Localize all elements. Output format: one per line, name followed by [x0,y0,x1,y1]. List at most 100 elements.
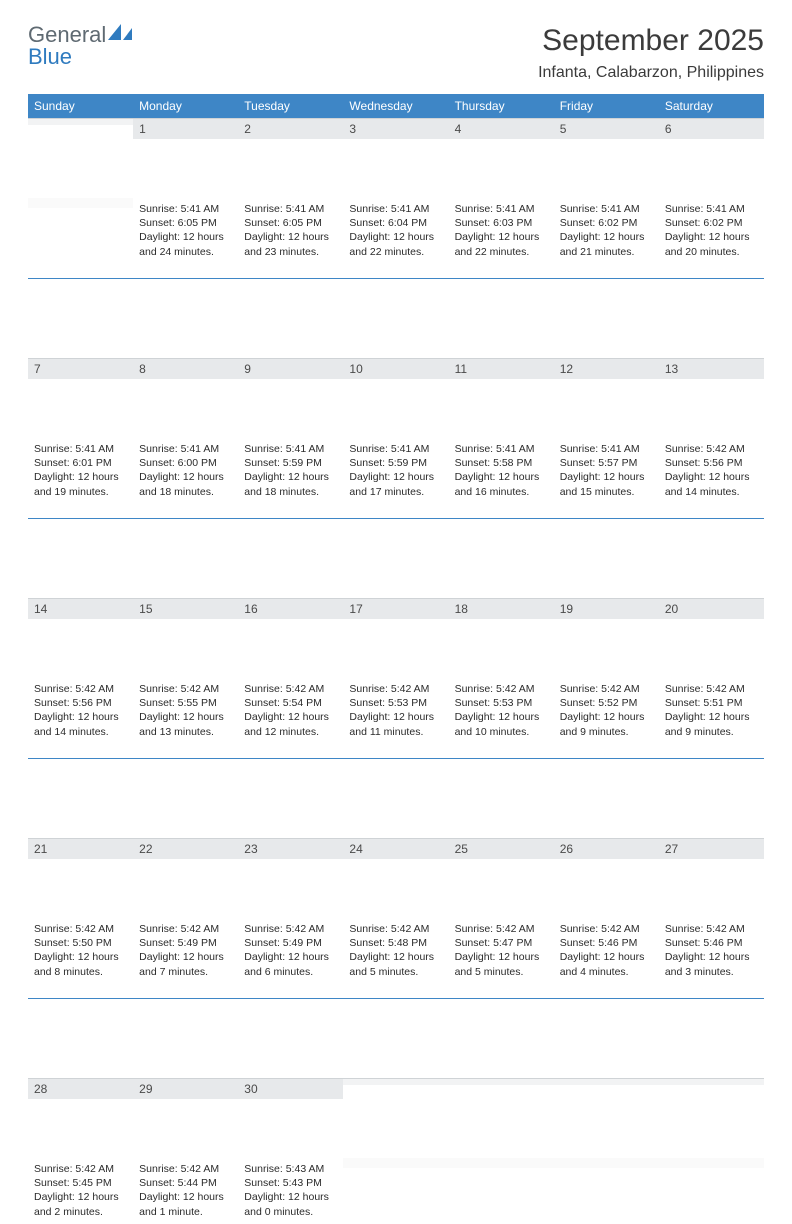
sun-line: Sunset: 5:54 PM [244,696,337,710]
weekday-header-row: Sunday Monday Tuesday Wednesday Thursday… [28,94,764,118]
week-row: Sunrise: 5:42 AMSunset: 5:45 PMDaylight:… [28,1158,764,1224]
sun-line: Daylight: 12 hours [349,230,442,244]
day-cell: Sunrise: 5:42 AMSunset: 5:49 PMDaylight:… [133,918,238,998]
day-number: 30 [238,1078,343,1099]
sun-line: Daylight: 12 hours [665,230,758,244]
sun-line: Daylight: 12 hours [665,470,758,484]
day-number: 22 [133,838,238,859]
day-number-cell [28,118,133,198]
sun-line: and 23 minutes. [244,245,337,259]
sun-line: Daylight: 12 hours [455,470,548,484]
day-number-cell: 19 [554,598,659,678]
day-number-cell: 2 [238,118,343,198]
sun-line: Sunrise: 5:41 AM [349,442,442,456]
day-content: Sunrise: 5:42 AMSunset: 5:49 PMDaylight:… [133,918,238,985]
brand-word2: Blue [28,44,72,69]
day-cell: Sunrise: 5:41 AMSunset: 6:00 PMDaylight:… [133,438,238,518]
sun-line: Sunset: 5:53 PM [455,696,548,710]
week-separator [28,518,764,598]
day-number: 27 [659,838,764,859]
brand-text: GeneralBlue [28,24,134,68]
week-row: Sunrise: 5:42 AMSunset: 5:50 PMDaylight:… [28,918,764,998]
day-content: Sunrise: 5:43 AMSunset: 5:43 PMDaylight:… [238,1158,343,1224]
sun-line: and 13 minutes. [139,725,232,739]
sun-line: Daylight: 12 hours [455,950,548,964]
sun-line: and 0 minutes. [244,1205,337,1219]
day-content: Sunrise: 5:41 AMSunset: 5:58 PMDaylight:… [449,438,554,505]
day-number: 23 [238,838,343,859]
day-cell: Sunrise: 5:41 AMSunset: 6:01 PMDaylight:… [28,438,133,518]
sun-line: Sunrise: 5:41 AM [455,202,548,216]
sun-line: Sunset: 5:59 PM [244,456,337,470]
day-cell: Sunrise: 5:42 AMSunset: 5:54 PMDaylight:… [238,678,343,758]
sun-line: Sunset: 5:44 PM [139,1176,232,1190]
day-cell: Sunrise: 5:41 AMSunset: 6:02 PMDaylight:… [659,198,764,278]
day-number-cell: 24 [343,838,448,918]
sun-line: and 8 minutes. [34,965,127,979]
day-number-cell: 26 [554,838,659,918]
sun-line: Daylight: 12 hours [139,230,232,244]
day-content: Sunrise: 5:42 AMSunset: 5:53 PMDaylight:… [343,678,448,745]
day-number: 11 [449,358,554,379]
sun-line: Sunrise: 5:41 AM [665,202,758,216]
day-number: 2 [238,118,343,139]
sun-line: and 22 minutes. [349,245,442,259]
sun-line: and 18 minutes. [139,485,232,499]
sun-line: Sunrise: 5:41 AM [244,202,337,216]
weekday-header: Monday [133,94,238,118]
sun-line: Sunrise: 5:41 AM [560,442,653,456]
sun-line: Sunset: 5:57 PM [560,456,653,470]
sun-line: Sunrise: 5:42 AM [349,682,442,696]
sun-line: and 12 minutes. [244,725,337,739]
sun-line: Sunset: 5:46 PM [665,936,758,950]
header: GeneralBlue September 2025 Infanta, Cala… [28,24,764,82]
sun-line: and 9 minutes. [665,725,758,739]
day-content: Sunrise: 5:42 AMSunset: 5:44 PMDaylight:… [133,1158,238,1224]
sun-line: Sunset: 5:56 PM [34,696,127,710]
sun-line: and 6 minutes. [244,965,337,979]
sun-line: Sunrise: 5:42 AM [665,442,758,456]
day-cell [659,1158,764,1224]
sun-line: and 9 minutes. [560,725,653,739]
weekday-header: Wednesday [343,94,448,118]
sun-line: Sunrise: 5:41 AM [560,202,653,216]
day-content [449,1158,554,1168]
weekday-header: Sunday [28,94,133,118]
day-number: 20 [659,598,764,619]
day-number-cell: 12 [554,358,659,438]
sun-line: Sunset: 6:00 PM [139,456,232,470]
day-content: Sunrise: 5:42 AMSunset: 5:50 PMDaylight:… [28,918,133,985]
sun-line: Sunset: 6:02 PM [560,216,653,230]
day-number: 16 [238,598,343,619]
sun-line: Daylight: 12 hours [560,710,653,724]
day-number-cell [449,1078,554,1158]
day-number-cell: 18 [449,598,554,678]
day-number [343,1078,448,1085]
sun-line: Sunrise: 5:41 AM [349,202,442,216]
sun-line: Sunrise: 5:42 AM [139,682,232,696]
sun-line: Sunrise: 5:41 AM [34,442,127,456]
calendar-thead: Sunday Monday Tuesday Wednesday Thursday… [28,94,764,118]
day-cell: Sunrise: 5:41 AMSunset: 6:05 PMDaylight:… [133,198,238,278]
calendar-table: Sunday Monday Tuesday Wednesday Thursday… [28,94,764,1224]
day-number: 4 [449,118,554,139]
day-cell: Sunrise: 5:42 AMSunset: 5:50 PMDaylight:… [28,918,133,998]
day-number: 6 [659,118,764,139]
day-content: Sunrise: 5:42 AMSunset: 5:46 PMDaylight:… [659,918,764,985]
day-content: Sunrise: 5:42 AMSunset: 5:46 PMDaylight:… [554,918,659,985]
day-cell: Sunrise: 5:42 AMSunset: 5:56 PMDaylight:… [659,438,764,518]
sun-line: Sunset: 5:53 PM [349,696,442,710]
day-number-cell: 3 [343,118,448,198]
sun-line: Daylight: 12 hours [139,710,232,724]
week-separator [28,758,764,838]
day-cell: Sunrise: 5:41 AMSunset: 6:05 PMDaylight:… [238,198,343,278]
sun-line: and 7 minutes. [139,965,232,979]
day-content: Sunrise: 5:41 AMSunset: 6:01 PMDaylight:… [28,438,133,505]
day-number-cell [554,1078,659,1158]
sun-line: and 2 minutes. [34,1205,127,1219]
sun-line: Sunset: 6:01 PM [34,456,127,470]
sun-line: Daylight: 12 hours [139,950,232,964]
day-number: 28 [28,1078,133,1099]
sun-line: Sunrise: 5:41 AM [139,442,232,456]
day-number-cell: 15 [133,598,238,678]
